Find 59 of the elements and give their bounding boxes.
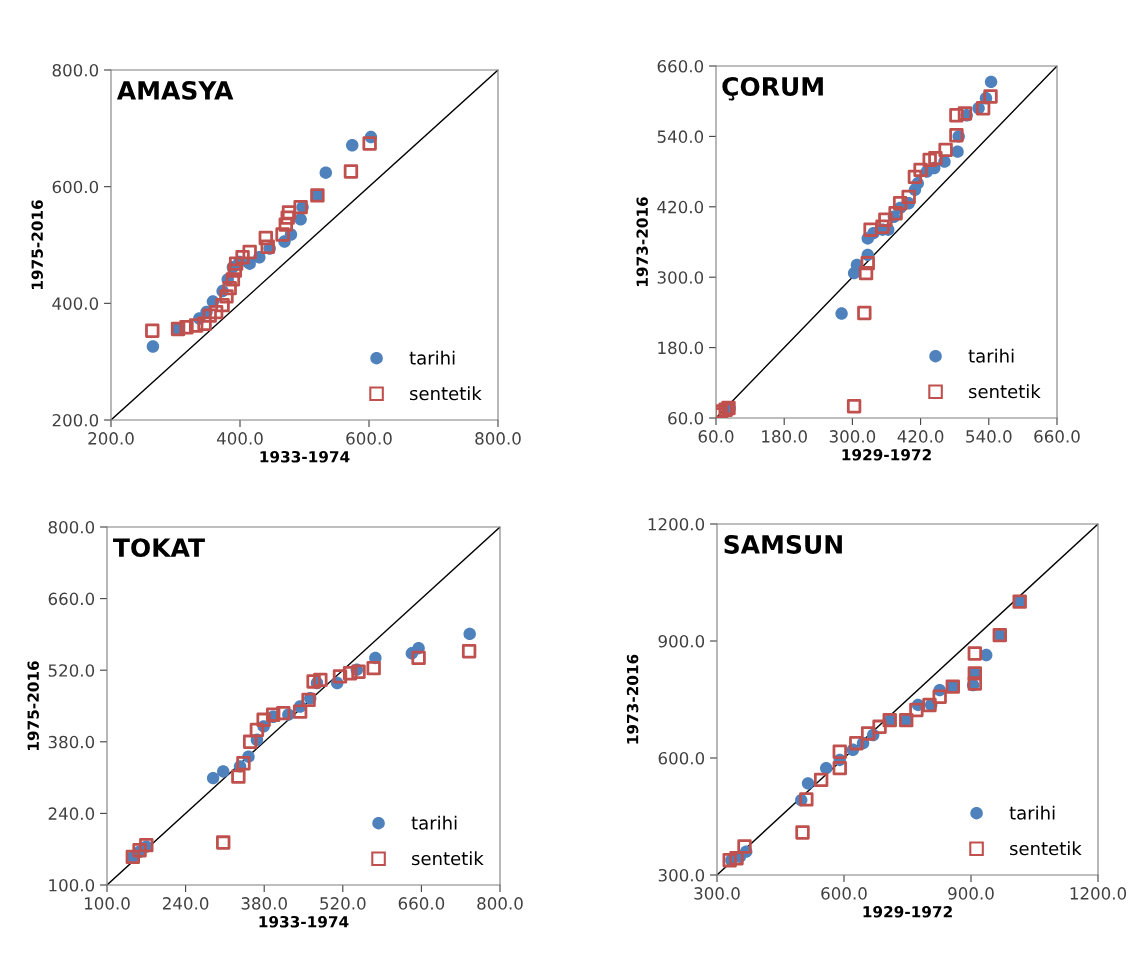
y-axis-title: 1973-2016 xyxy=(636,197,648,286)
legend-label: tarihi xyxy=(1009,805,1055,820)
legend-label: tarihi xyxy=(968,348,1014,363)
y-tick-label: 800.0 xyxy=(52,63,99,77)
chart-title: ÇORUM xyxy=(722,77,823,101)
y-axis-title: 1975-2016 xyxy=(27,661,39,750)
x-tick-label: 380.0 xyxy=(241,897,287,910)
x-tick-label: 240.0 xyxy=(162,897,209,910)
x-tick-label: 100.0 xyxy=(84,897,130,910)
x-tick-label: 300.0 xyxy=(694,887,740,900)
y-tick-label: 600.0 xyxy=(658,751,705,765)
y-tick-label: 900.0 xyxy=(658,634,705,648)
x-tick-label: 300.0 xyxy=(829,430,876,443)
x-tick-label: 180.0 xyxy=(762,430,807,443)
x-tick-label: 600.0 xyxy=(821,887,867,900)
y-tick-label: 240.0 xyxy=(48,807,95,820)
y-tick-label: 600.0 xyxy=(52,180,99,194)
x-tick-label: 600.0 xyxy=(346,432,392,445)
x-axis-title: 1933-1974 xyxy=(259,915,349,928)
y-tick-label: 660.0 xyxy=(657,59,704,73)
y-tick-label: 520.0 xyxy=(48,664,95,677)
x-tick-label: 60.0 xyxy=(698,430,734,443)
x-axis-title: 1933-1974 xyxy=(260,450,350,463)
legend-label: sentetik xyxy=(1010,841,1082,856)
y-tick-label: 540.0 xyxy=(657,130,704,143)
y-tick-label: 800.0 xyxy=(48,520,95,534)
y-tick-label: 660.0 xyxy=(48,592,95,606)
chart-title: SAMSUN xyxy=(724,534,842,554)
x-tick-label: 660.0 xyxy=(1034,430,1080,443)
x-tick-label: 420.0 xyxy=(897,430,944,443)
y-tick-label: 300.0 xyxy=(658,868,705,882)
y-axis-title: 1973-2016 xyxy=(626,654,639,744)
x-tick-label: 520.0 xyxy=(320,897,366,910)
y-tick-label: 300.0 xyxy=(657,271,704,284)
x-tick-label: 800.0 xyxy=(477,897,523,910)
chart-title: TOKAT xyxy=(113,538,205,558)
x-axis-title: 1929-1972 xyxy=(842,448,931,461)
x-axis-title: 1929-1972 xyxy=(863,905,952,918)
y-tick-label: 400.0 xyxy=(52,297,99,310)
y-tick-label: 380.0 xyxy=(48,735,95,749)
legend-label: tarihi xyxy=(411,815,457,830)
chart-title: AMASYA xyxy=(116,80,234,100)
y-tick-label: 60.0 xyxy=(668,411,704,425)
x-tick-label: 800.0 xyxy=(475,432,521,445)
x-tick-label: 200.0 xyxy=(88,432,134,445)
y-axis-title: 1975-2016 xyxy=(31,200,43,289)
x-tick-label: 660.0 xyxy=(398,897,445,910)
y-tick-label: 200.0 xyxy=(52,413,99,427)
legend-label: sentetik xyxy=(969,384,1041,399)
x-tick-label: 1200.0 xyxy=(1070,887,1127,900)
x-tick-label: 540.0 xyxy=(966,430,1012,443)
x-tick-label: 400.0 xyxy=(216,432,263,445)
x-tick-label: 900.0 xyxy=(948,887,994,900)
legend-label: tarihi xyxy=(409,350,455,365)
y-tick-label: 420.0 xyxy=(657,200,704,214)
y-tick-label: 180.0 xyxy=(658,341,704,355)
y-tick-label: 1200.0 xyxy=(648,517,705,531)
legend-label: sentetik xyxy=(410,386,482,401)
legend-label: sentetik xyxy=(412,851,484,866)
